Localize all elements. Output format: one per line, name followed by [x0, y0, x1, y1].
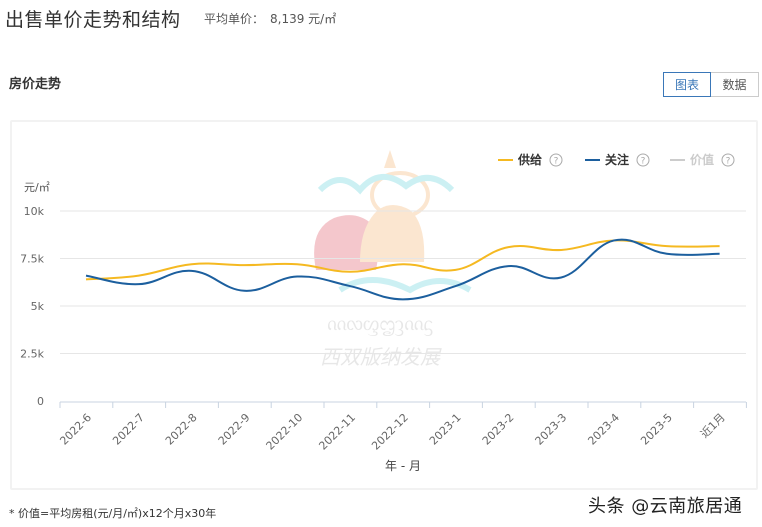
- page-title: 出售单价走势和结构: [5, 9, 181, 31]
- legend-label: 关注: [605, 152, 629, 167]
- legend-item[interactable]: 供给?: [498, 152, 563, 167]
- watermark-credit: 头条 @云南旅居通: [588, 496, 743, 517]
- question-mark-glyph: ?: [554, 157, 559, 167]
- legend-item[interactable]: 关注?: [585, 152, 650, 167]
- x-tick-label: 2022-7: [110, 411, 147, 448]
- x-tick-label: 2023-1: [427, 411, 464, 448]
- x-tick-label: 2023-3: [533, 411, 570, 448]
- svg-text:ᦶᦟᦐᦗᦡᦶᦓ: ᦶᦟᦐᦗᦡᦶᦓ: [327, 311, 433, 336]
- view-toggle: 图表 数据: [663, 72, 759, 97]
- x-tick-label: 近1月: [698, 411, 728, 441]
- x-axis-ticks: 2022-6 2022-7 2022-8 2022-9 2022-10 2022-11 20…: [57, 402, 747, 453]
- x-tick-label: 2022-6: [57, 411, 94, 448]
- footnote: * 价值=平均房租(元/月/㎡)x12个月x30年: [9, 507, 217, 520]
- chart-series: [85, 238, 720, 301]
- x-axis-label: 年 - 月: [385, 459, 421, 473]
- x-tick-label: 2023-2: [480, 411, 517, 448]
- x-tick-label: 2022-9: [216, 411, 253, 448]
- legend-item[interactable]: 价值?: [670, 152, 735, 167]
- svg-text:西双版纳发展: 西双版纳发展: [320, 345, 442, 369]
- average-price-label: 平均单价：: [204, 12, 265, 26]
- y-axis-unit: 元/㎡: [24, 181, 50, 194]
- y-tick-label: 2.5k: [20, 348, 44, 361]
- question-circle-icon[interactable]: [549, 153, 563, 167]
- chart-container: [10, 120, 758, 490]
- question-mark-glyph: ?: [641, 157, 646, 167]
- average-price-value: 8,139 元/㎡: [270, 12, 337, 26]
- x-tick-label: 2023-5: [638, 411, 675, 448]
- x-tick-label: 2022-10: [264, 411, 306, 453]
- question-circle-icon[interactable]: [721, 153, 735, 167]
- y-axis-ticks: 0 2.5k 5k 7.5k 10k: [20, 205, 44, 408]
- average-price: 平均单价： 8,139 元/㎡: [204, 10, 336, 27]
- legend-label: 价值: [690, 152, 714, 167]
- gridlines: [60, 210, 746, 354]
- legend-label: 供给: [517, 152, 542, 167]
- data-view-button[interactable]: 数据: [711, 72, 759, 97]
- x-tick-label: 2023-4: [585, 411, 622, 448]
- question-circle-icon[interactable]: [636, 153, 650, 167]
- y-tick-label: 7.5k: [20, 253, 44, 266]
- x-tick-label: 2022-12: [369, 411, 411, 453]
- y-tick-label: 5k: [31, 300, 45, 313]
- y-tick-label: 10k: [24, 205, 45, 218]
- question-mark-glyph: ?: [726, 157, 731, 167]
- y-tick-label: 0: [37, 395, 44, 408]
- watermark-emblem-icon: ᦶᦟᦐᦗᦡᦶᦓ 西双版纳发展: [314, 150, 472, 369]
- x-tick-label: 2022-11: [316, 411, 358, 453]
- chart-legend: 供给? 关注? 价值?: [498, 152, 735, 167]
- chart-view-button[interactable]: 图表: [663, 72, 711, 97]
- x-tick-label: 2022-8: [163, 411, 200, 448]
- section-title: 房价走势: [9, 77, 62, 92]
- series-line-关注: [85, 238, 720, 301]
